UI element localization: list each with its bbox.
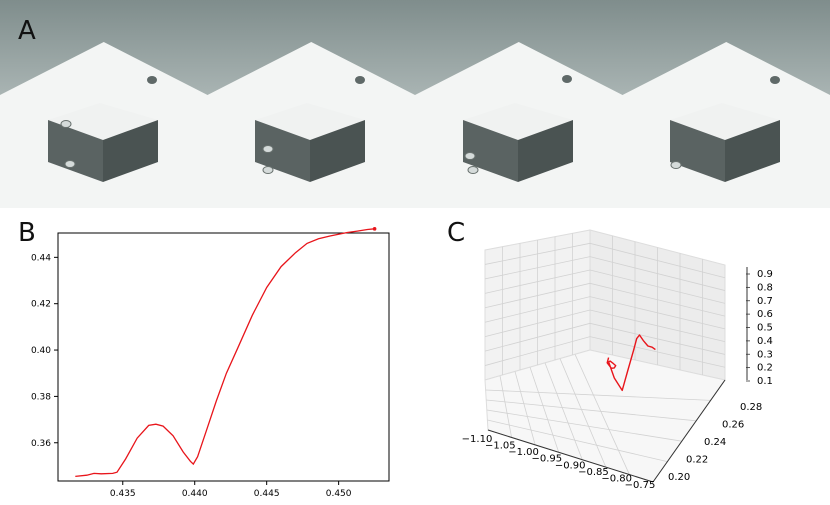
target-sphere bbox=[770, 76, 780, 84]
y-tick-label: 0.44 bbox=[31, 253, 51, 263]
target-sphere bbox=[355, 76, 365, 84]
x-tick-label: 0.435 bbox=[110, 489, 136, 499]
z-tick-label: 0.3 bbox=[757, 349, 773, 360]
grid-line bbox=[484, 282, 726, 317]
x-tick-label: −1.00 bbox=[508, 447, 539, 458]
box-left-face bbox=[463, 120, 518, 182]
object-piece bbox=[262, 145, 274, 153]
object-piece bbox=[60, 120, 72, 128]
grid-line bbox=[484, 296, 726, 330]
x-tick-label: −0.80 bbox=[601, 473, 632, 484]
grid-line bbox=[484, 309, 726, 343]
back-wall bbox=[415, 0, 623, 95]
y-tick-label: 0.26 bbox=[722, 420, 744, 431]
grid-line bbox=[484, 322, 726, 355]
box-top bbox=[255, 103, 365, 140]
z-tick-label: 0.6 bbox=[757, 309, 773, 320]
grid-line bbox=[487, 419, 668, 462]
x-tick-label: −1.05 bbox=[485, 441, 516, 452]
grid-line bbox=[499, 375, 512, 438]
box-right-face bbox=[310, 120, 365, 182]
x-tick-label: 0.450 bbox=[326, 489, 352, 499]
grid-line bbox=[484, 242, 726, 279]
y-axis-line bbox=[652, 379, 726, 483]
grid-line bbox=[514, 371, 536, 445]
x-tick-label: 0.445 bbox=[254, 489, 280, 499]
y-tick-label: 0.24 bbox=[704, 437, 726, 448]
grid-line bbox=[484, 269, 726, 304]
panel-a-label: A bbox=[18, 16, 36, 46]
z-tick-label: 0.7 bbox=[757, 296, 773, 307]
y-tick-label: 0.42 bbox=[31, 300, 51, 310]
object-piece bbox=[464, 152, 476, 160]
target-sphere bbox=[147, 76, 157, 84]
trajectory-3d-line bbox=[606, 334, 656, 392]
trajectory-2d-chart: 0.435 0.440 0.445 0.450 0.36 0.38 0.40 0.42 0.44 bbox=[31, 227, 390, 499]
trajectory-line bbox=[75, 228, 375, 478]
box-left-face bbox=[670, 120, 725, 182]
x-tick-label: −1.10 bbox=[462, 434, 493, 445]
x-axis-line bbox=[487, 429, 654, 483]
plot-frame bbox=[57, 232, 390, 482]
grid-line bbox=[529, 367, 560, 453]
y-tick-label: 0.22 bbox=[686, 455, 708, 466]
box-top bbox=[463, 103, 573, 140]
y-tick-label: 0.38 bbox=[31, 392, 51, 402]
frame-2 bbox=[207, 0, 416, 208]
box-top bbox=[670, 103, 780, 140]
box-top bbox=[48, 103, 158, 140]
x-tick-label: −0.75 bbox=[625, 480, 656, 491]
grid-line bbox=[486, 399, 697, 422]
grid-line bbox=[544, 362, 583, 460]
z-tick-label: 0.9 bbox=[757, 269, 773, 280]
frame-1 bbox=[0, 0, 209, 208]
z-tick-label: 0.5 bbox=[757, 323, 773, 334]
x-tick-label: −0.85 bbox=[578, 467, 609, 478]
grid-line bbox=[559, 358, 607, 468]
object-piece bbox=[262, 166, 274, 174]
panel-b-label: B bbox=[18, 218, 36, 248]
back-wall bbox=[622, 0, 830, 95]
trajectory-3d-chart: −1.10−1.05−1.00−0.95−0.90−0.85−0.80−0.75… bbox=[462, 229, 773, 491]
grid-line bbox=[484, 256, 726, 291]
object-piece bbox=[670, 161, 682, 169]
frame-3 bbox=[415, 0, 624, 208]
box-right-face bbox=[725, 120, 780, 182]
back-wall bbox=[207, 0, 415, 95]
y-tick-label: 0.40 bbox=[31, 346, 51, 356]
simulation-frames bbox=[0, 0, 830, 208]
box-right-face bbox=[518, 120, 573, 182]
back-wall bbox=[0, 0, 208, 95]
object-piece bbox=[64, 160, 76, 168]
grid-line bbox=[486, 409, 682, 442]
z-tick-label: 0.2 bbox=[757, 363, 773, 374]
box-right-face bbox=[103, 120, 158, 182]
x-tick-label: −0.95 bbox=[532, 454, 563, 465]
y-tick-label: 0.28 bbox=[740, 402, 762, 413]
z-tick-label: 0.8 bbox=[757, 282, 773, 293]
grid-line bbox=[485, 389, 711, 401]
target-sphere bbox=[562, 75, 572, 83]
z-tick-label: 0.1 bbox=[757, 376, 773, 387]
x-tick-label: −0.90 bbox=[555, 460, 586, 471]
grid-line bbox=[484, 336, 726, 368]
x-tick-label: 0.440 bbox=[182, 489, 208, 499]
object-piece bbox=[467, 166, 479, 174]
z-tick-label: 0.4 bbox=[757, 336, 773, 347]
y-tick-label: 0.20 bbox=[668, 472, 690, 483]
box-left-face bbox=[48, 120, 103, 182]
y-tick-label: 0.36 bbox=[31, 439, 51, 449]
frame-4 bbox=[622, 0, 830, 208]
grid-line bbox=[574, 354, 630, 475]
trajectory-end-point bbox=[372, 227, 377, 231]
panel-c-label: C bbox=[447, 218, 466, 248]
